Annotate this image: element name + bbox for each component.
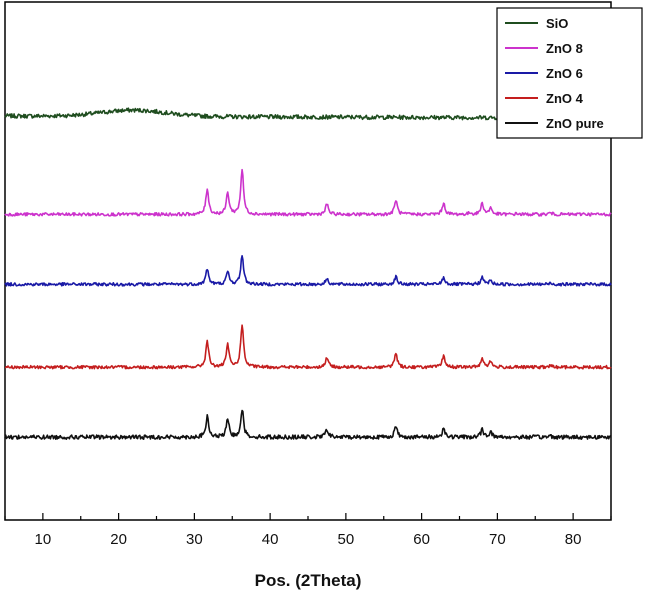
legend-label: ZnO 4 (546, 91, 584, 106)
x-tick-label: 30 (186, 531, 203, 548)
series-line-zno-pure (4, 409, 612, 440)
x-tick-label: 70 (489, 531, 506, 548)
x-tick-label: 20 (110, 531, 127, 548)
x-axis-ticks: 10 20 30 40 50 60 70 80 (4, 513, 612, 548)
legend-label: ZnO pure (546, 116, 604, 131)
legend: SiO ZnO 8 ZnO 6 ZnO 4 ZnO pure (496, 7, 643, 139)
x-tick-label: 50 (338, 531, 355, 548)
series-line-zno-6 (4, 255, 612, 287)
x-tick-label: 40 (262, 531, 279, 548)
legend-label: ZnO 8 (546, 41, 583, 56)
x-tick-label: 10 (35, 531, 52, 548)
series-layer (4, 107, 612, 440)
series-line-zno-4 (4, 324, 612, 370)
x-tick-label: 60 (413, 531, 430, 548)
series-line-zno-8 (4, 168, 612, 217)
x-tick-label: 80 (565, 531, 582, 548)
x-axis-title: Pos. (2Theta) (255, 571, 362, 590)
legend-label: ZnO 6 (546, 66, 583, 81)
legend-label: SiO (546, 16, 568, 31)
